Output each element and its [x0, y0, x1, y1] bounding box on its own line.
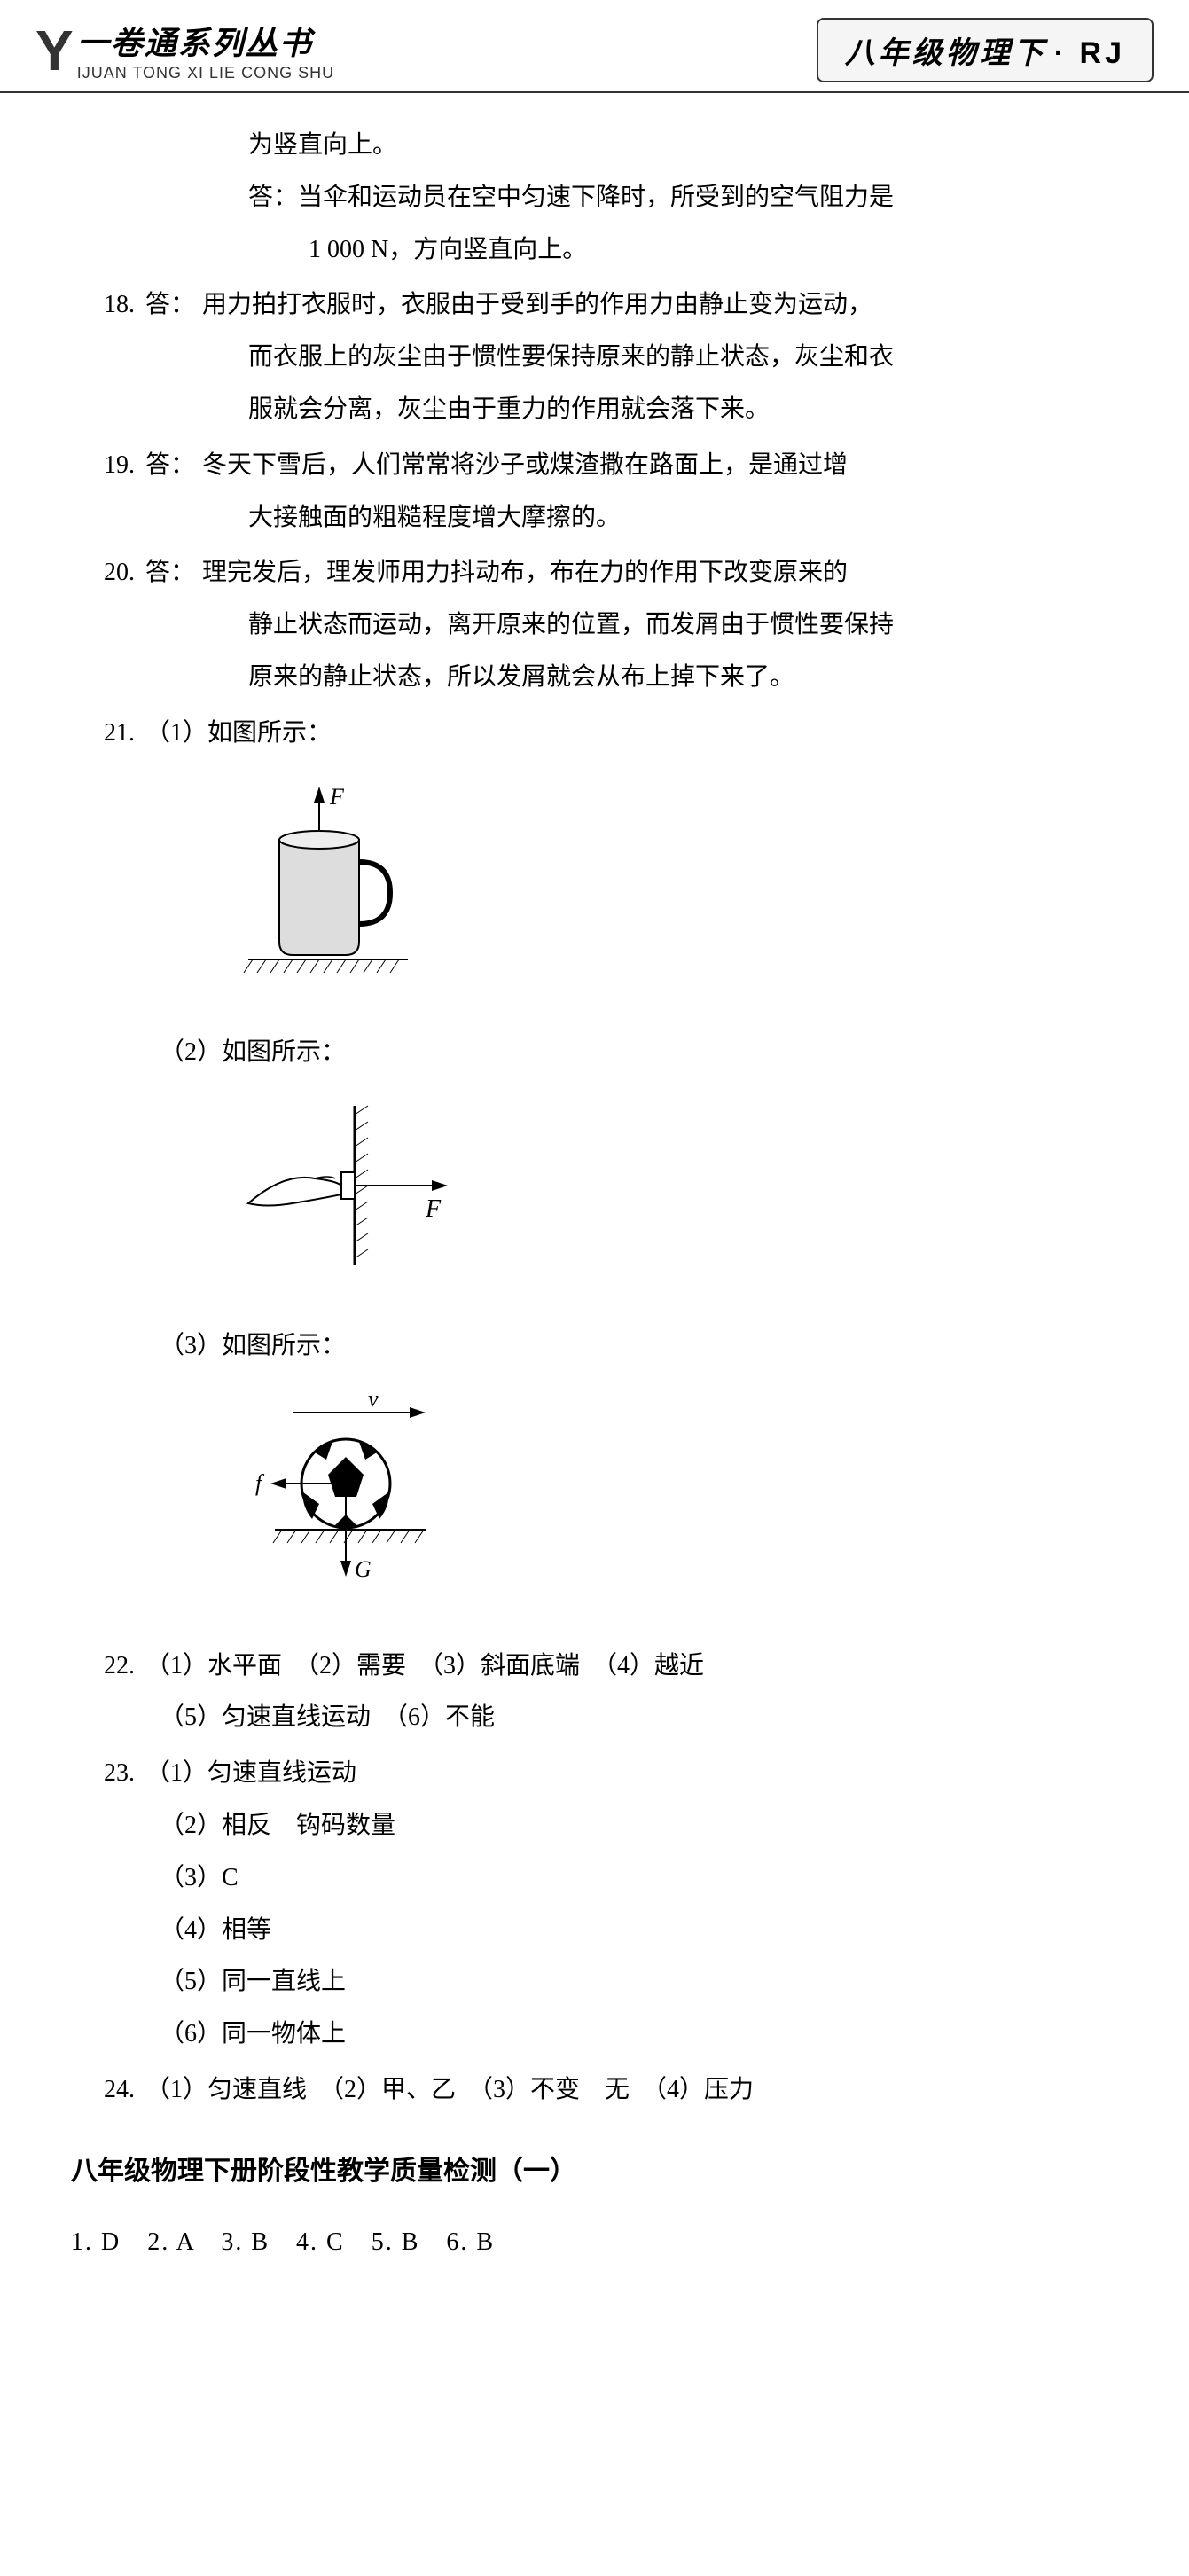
label-F2: F: [425, 1195, 442, 1223]
q21: 21. （1）如图所示：: [71, 708, 1118, 760]
section-title: 八年级物理下册阶段性教学质量检测（一）: [71, 2143, 1118, 2199]
q21-sub2: （2）如图所示：: [160, 1027, 1118, 1079]
grade-badge: 八年级物理下· RJ: [817, 18, 1154, 82]
label-G: G: [355, 1556, 372, 1582]
q19-label: 答：: [145, 440, 195, 492]
q20-line1: 理完发后，理发师用力抖动布，布在力的作用下改变原来的: [202, 547, 1118, 599]
q23-line1: （1）匀速直线运动: [145, 1748, 1118, 1800]
q20: 20. 答： 理完发后，理发师用力抖动布，布在力的作用下改变原来的: [71, 547, 1118, 599]
ball-force-diagram: v f G: [231, 1390, 461, 1594]
q19-line2: 大接触面的粗糙程度增大摩擦的。: [248, 492, 1118, 544]
grade-suffix: · RJ: [1054, 36, 1125, 70]
series-title-en: IJUAN TONG XI LIE CONG SHU: [77, 64, 334, 82]
cont-line-3: 1 000 N，方向竖直向上。: [309, 224, 1118, 277]
mc-answers: 1. D 2. A 3. B 4. C 5. B 6. B: [71, 2217, 1118, 2269]
q22: 22. （1）水平面 （2）需要 （3）斜面底端 （4）越近: [71, 1640, 1118, 1693]
q21-num: 21.: [71, 708, 145, 760]
logo-letter: Y: [35, 22, 74, 79]
q21-sub3: （3）如图所示：: [160, 1320, 1118, 1373]
content-body: 为竖直向上。 答：当伞和运动员在空中匀速下降时，所受到的空气阻力是 1 000 …: [0, 120, 1189, 2322]
figure-cup: F O: [231, 778, 1118, 1001]
q20-line3: 原来的静止状态，所以发屑就会从布上掉下来了。: [248, 652, 1118, 704]
q21-sub1: （1）如图所示：: [145, 708, 1118, 760]
series-title-block: 一卷通系列丛书 IJUAN TONG XI LIE CONG SHU: [77, 18, 334, 82]
header: Y 一卷通系列丛书 IJUAN TONG XI LIE CONG SHU 八年级…: [0, 0, 1189, 93]
figure-finger-wall: F: [231, 1097, 1118, 1294]
q24: 24. （1）匀速直线 （2）甲、乙 （3）不变 无 （4）压力: [71, 2064, 1118, 2117]
answer-label: 答：: [248, 184, 298, 211]
cup-force-diagram: F O: [231, 778, 426, 982]
q19-num: 19.: [71, 440, 145, 492]
q20-line2: 静止状态而运动，离开原来的位置，而发屑由于惯性要保持: [248, 599, 1118, 652]
q22-num: 22.: [71, 1640, 145, 1693]
q24-num: 24.: [71, 2064, 145, 2117]
label-v: v: [368, 1390, 379, 1412]
grade-text: 八年级物理下: [845, 37, 1047, 70]
finger-force-diagram: F: [231, 1097, 479, 1274]
q18-line2: 而衣服上的灰尘由于惯性要保持原来的静止状态，灰尘和衣: [248, 332, 1118, 384]
q23-line6: （6）同一物体上: [160, 2008, 1118, 2061]
label-f: f: [255, 1470, 265, 1496]
q18-line1: 用力拍打衣服时，衣服由于受到手的作用力由静止变为运动，: [202, 279, 1118, 332]
q18: 18. 答： 用力拍打衣服时，衣服由于受到手的作用力由静止变为运动，: [71, 279, 1118, 332]
q23-line5: （5）同一直线上: [160, 1956, 1118, 2008]
q20-label: 答：: [145, 547, 195, 599]
figure-ball: v f G: [231, 1390, 1118, 1614]
cont-text-2: 当伞和运动员在空中匀速下降时，所受到的空气阻力是: [298, 184, 894, 211]
cont-line-1: 为竖直向上。: [248, 120, 1118, 172]
series-title-cn: 一卷通系列丛书: [77, 18, 334, 64]
cont-line-2: 答：当伞和运动员在空中匀速下降时，所受到的空气阻力是: [248, 172, 1118, 224]
label-F: F: [329, 784, 345, 810]
q23-line3: （3）C: [160, 1852, 1118, 1905]
q18-label: 答：: [145, 279, 195, 332]
q23-num: 23.: [71, 1748, 145, 1800]
q18-num: 18.: [71, 279, 145, 332]
q23-line2: （2）相反 钩码数量: [160, 1800, 1118, 1852]
q22-line2: （5）匀速直线运动 （6）不能: [160, 1692, 1118, 1744]
q23: 23. （1）匀速直线运动: [71, 1748, 1118, 1800]
q19: 19. 答： 冬天下雪后，人们常常将沙子或煤渣撒在路面上，是通过增: [71, 440, 1118, 492]
q19-line1: 冬天下雪后，人们常常将沙子或煤渣撒在路面上，是通过增: [202, 440, 1118, 492]
q22-line1: （1）水平面 （2）需要 （3）斜面底端 （4）越近: [145, 1640, 1118, 1693]
q23-line4: （4）相等: [160, 1905, 1118, 1957]
q24-line1: （1）匀速直线 （2）甲、乙 （3）不变 无 （4）压力: [145, 2064, 1118, 2117]
q20-num: 20.: [71, 547, 145, 599]
q18-line3: 服就会分离，灰尘由于重力的作用就会落下来。: [248, 384, 1118, 436]
